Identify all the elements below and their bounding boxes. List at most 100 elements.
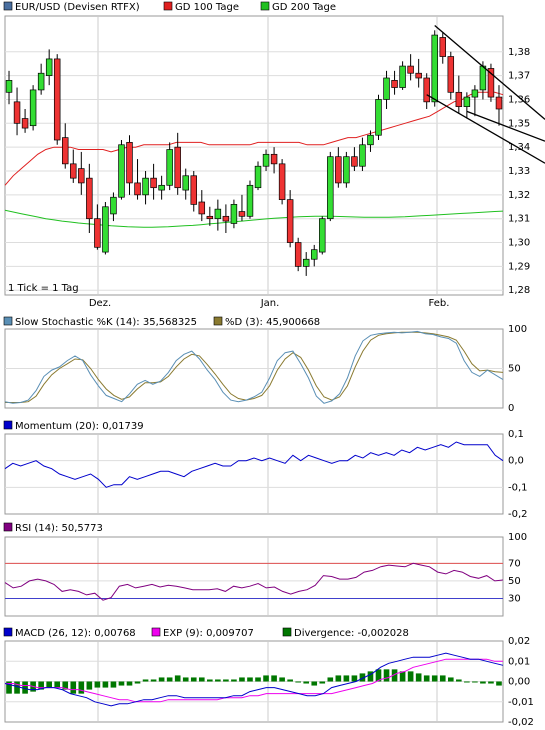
legend-label-0-1: GD 100 Tage: [175, 2, 239, 13]
legend-swatch-3-0: [3, 522, 13, 532]
candle-body-14: [118, 144, 125, 198]
candle-body-42: [343, 156, 350, 184]
rsi-ytick-2: 50: [508, 576, 521, 587]
divergence-bar-21: [174, 675, 181, 682]
price-ytick-10: 1,28: [508, 285, 530, 296]
candle-body-49: [399, 65, 406, 88]
macd-exp-line: [5, 658, 503, 703]
divergence-bar-35: [287, 679, 293, 682]
divergence-bar-48: [391, 669, 398, 682]
legend-swatch-0-0: [3, 1, 13, 11]
divergence-bar-54: [439, 675, 446, 682]
candle-body-39: [319, 218, 326, 253]
candle-body-15: [126, 142, 133, 184]
macd-ytick-3: -0,01: [508, 697, 534, 708]
momentum-line: [4, 441, 504, 488]
divergence-bar-0: [6, 681, 12, 694]
candle-body-61: [495, 96, 503, 110]
legend-label-3-0: RSI (14): 50,5773: [15, 523, 103, 534]
divergence-bar-4: [38, 681, 44, 690]
candle-body-57: [463, 96, 471, 107]
legend-swatch-4-1: [151, 627, 161, 637]
candle-body-50: [407, 65, 414, 74]
legend-swatch-0-1: [163, 1, 173, 11]
candle-body-1: [13, 101, 21, 124]
divergence-bar-49: [399, 671, 406, 682]
divergence-bar-51: [415, 673, 422, 682]
candle-body-48: [391, 80, 398, 88]
candle-body-25: [206, 215, 214, 220]
divergence-bar-39: [319, 681, 326, 684]
divergence-bar-14: [118, 681, 125, 686]
stoch-ytick-0: 100: [508, 324, 527, 335]
legend-swatch-4-0: [3, 627, 13, 637]
candle-body-41: [335, 156, 342, 184]
legend-swatch-1-1: [213, 316, 223, 326]
candle-body-18: [150, 177, 157, 189]
divergence-bar-60: [488, 681, 494, 684]
candle-body-54: [439, 37, 446, 57]
candle-body-28: [230, 204, 238, 224]
x-tick-0: Dez.: [89, 298, 111, 309]
candle-body-37: [302, 258, 310, 267]
divergence-bar-41: [335, 675, 342, 682]
candle-body-52: [423, 77, 430, 103]
trendline-2: [466, 110, 545, 142]
divergence-bar-40: [327, 677, 334, 682]
divergence-bar-50: [407, 671, 414, 682]
candle-body-45: [367, 134, 374, 146]
candle-body-11: [94, 218, 101, 248]
divergence-bar-18: [150, 679, 157, 682]
divergence-bar-31: [255, 677, 261, 682]
divergence-bar-5: [46, 681, 52, 688]
candle-body-12: [102, 206, 109, 253]
rsi-ytick-1: 70: [508, 558, 521, 569]
divergence-bar-11: [94, 681, 101, 688]
legend-label-0-2: GD 200 Tage: [272, 2, 336, 13]
divergence-bar-32: [263, 675, 269, 682]
divergence-bar-7: [62, 681, 69, 690]
candle-body-33: [270, 153, 278, 165]
candle-body-40: [327, 156, 334, 220]
stoch-ytick-2: 0: [508, 403, 514, 414]
candle-body-22: [182, 175, 189, 191]
price-ytick-2: 1,36: [508, 94, 530, 105]
price-ytick-5: 1,33: [508, 166, 530, 177]
price-panel: [4, 15, 504, 296]
candle-body-51: [415, 72, 422, 79]
candle-body-36: [294, 242, 302, 267]
legend-label-0-0: EUR/USD (Devisen RTFX): [15, 2, 140, 13]
legend-label-2-0: Momentum (20): 0,01739: [15, 421, 144, 432]
divergence-bar-24: [198, 677, 205, 682]
divergence-bar-12: [102, 681, 109, 688]
trendline-0: [434, 25, 545, 120]
divergence-bar-2: [22, 681, 28, 694]
macd-line: [4, 652, 504, 707]
candle-body-35: [286, 199, 294, 243]
legend-label-4-1: EXP (9): 0,009707: [163, 628, 254, 639]
x-tick-1: Jan.: [260, 298, 280, 309]
macd-ytick-4: -0,02: [508, 717, 534, 728]
candle-body-38: [311, 249, 318, 260]
candle-body-43: [351, 156, 358, 167]
legend-swatch-0-2: [260, 1, 270, 11]
candle-body-47: [383, 77, 390, 100]
candle-body-30: [246, 184, 254, 217]
divergence-bar-9: [78, 681, 85, 694]
candle-body-32: [262, 153, 270, 167]
tick-annotation: 1 Tick = 1 Tag: [8, 283, 79, 294]
candle-body-7: [62, 137, 69, 165]
price-ytick-6: 1,32: [508, 190, 530, 201]
candle-body-27: [222, 215, 230, 222]
candle-body-16: [134, 182, 141, 196]
candle-body-5: [45, 58, 53, 76]
divergence-bar-38: [311, 681, 318, 686]
legend-swatch-4-2: [282, 627, 292, 637]
divergence-bar-37: [303, 681, 310, 684]
trendline-1: [426, 94, 545, 164]
candle-body-53: [431, 34, 438, 103]
divergence-bar-55: [447, 677, 454, 682]
price-ytick-7: 1,31: [508, 214, 530, 225]
legend-label-1-0: Slow Stochastic %K (14): 35,568325: [15, 317, 197, 328]
divergence-bar-20: [166, 677, 173, 682]
